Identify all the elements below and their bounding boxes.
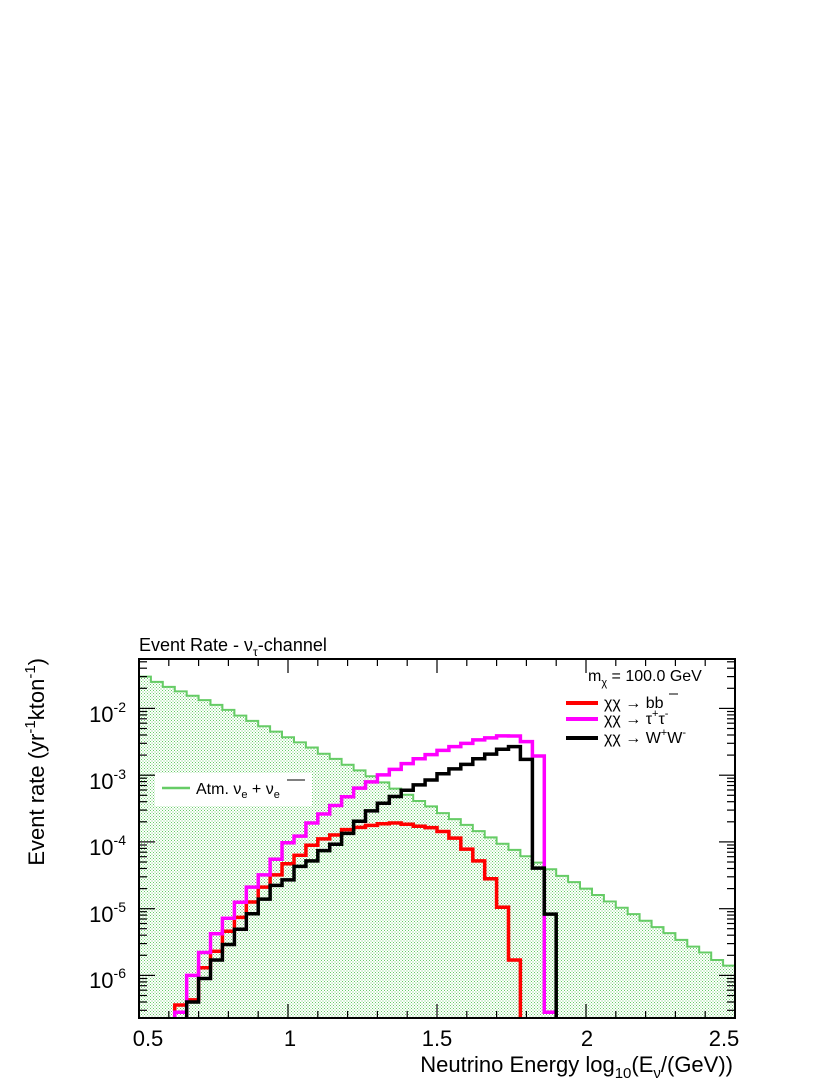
atm-legend-label: Atm. νe + νe bbox=[196, 781, 280, 801]
series-layer bbox=[139, 675, 735, 1018]
x-tick-label: 0.5 bbox=[133, 1026, 164, 1051]
legend-label-bb: χχ → bb bbox=[604, 695, 664, 712]
y-tick-label: 10-2 bbox=[89, 699, 126, 727]
signal-legend: χχ → bb χχ → τ+τ- χχ → W+W- bbox=[566, 693, 686, 747]
series-line-atm bbox=[139, 675, 735, 1018]
y-tick-label: 10-5 bbox=[89, 899, 126, 927]
tick-layer bbox=[138, 659, 736, 1018]
y-tick-label: 10-3 bbox=[89, 766, 126, 794]
x-tick-label: 2.5 bbox=[709, 1026, 740, 1051]
x-axis-label: Neutrino Energy log10(Eν/(GeV)) bbox=[420, 1052, 733, 1080]
legend-label-ww: χχ → W+W- bbox=[604, 727, 686, 747]
series-line-2 bbox=[173, 734, 558, 1018]
series-fill-atm bbox=[139, 676, 735, 1018]
x-tick-labels: 0.5 1 1.5 2 2.5 bbox=[133, 1026, 740, 1051]
y-tick-label: 10-4 bbox=[89, 832, 126, 860]
x-tick-label: 2 bbox=[581, 1026, 593, 1051]
legend-label-tautau: χχ → τ+τ- bbox=[604, 708, 669, 728]
y-axis-label: Event rate (yr-1kton-1) bbox=[22, 658, 49, 866]
x-tick-label: 1 bbox=[284, 1026, 296, 1051]
chart-title: Event Rate - ντ-channel bbox=[139, 635, 327, 659]
atm-legend: Atm. νe + νe bbox=[155, 773, 312, 806]
y-tick-label: 10-6 bbox=[89, 965, 126, 993]
y-tick-labels: 10-2 10-3 10-4 10-5 10-6 bbox=[89, 699, 126, 993]
x-tick-label: 1.5 bbox=[422, 1026, 453, 1051]
series-line-3 bbox=[184, 744, 558, 1018]
atm-legend-box bbox=[155, 773, 312, 806]
mass-label: mχ = 100.0 GeV bbox=[588, 668, 702, 689]
